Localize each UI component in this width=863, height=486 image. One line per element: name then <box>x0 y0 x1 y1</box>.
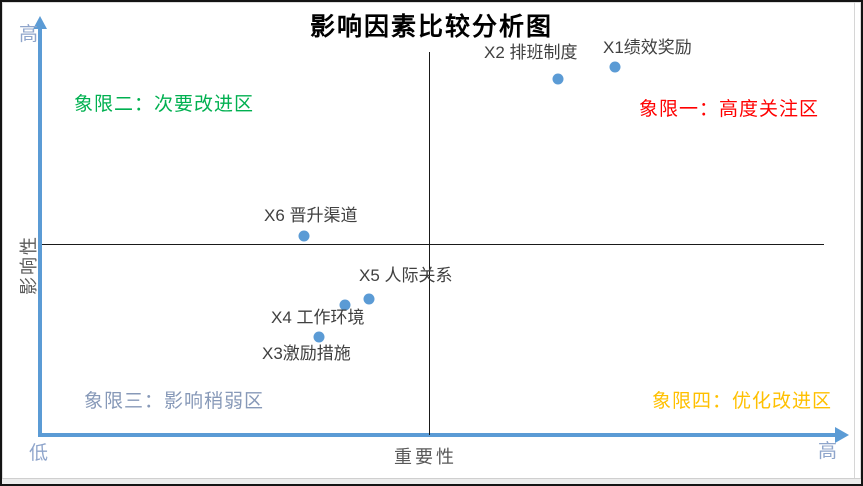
data-point-X3[interactable] <box>313 331 325 343</box>
data-point-X5[interactable] <box>363 293 375 305</box>
chart-title: 影响因素比较分析图 <box>309 14 553 41</box>
data-point-label-X4: X4 工作环境 <box>271 308 365 327</box>
x-axis-title: 重要性 <box>394 447 457 467</box>
data-point-X2[interactable] <box>552 73 564 85</box>
quadrant-2-label: 象限二：次要改进区 <box>74 94 255 115</box>
quadrant-1-label: 象限一：高度关注区 <box>639 99 820 120</box>
data-point-X6[interactable] <box>298 230 310 242</box>
quadrant-3-label: 象限三：影响稍弱区 <box>84 391 265 412</box>
x-axis-high-label: 高 <box>818 441 838 462</box>
window-bottom-edge <box>2 478 861 484</box>
quadrant-divider-vertical <box>429 52 430 435</box>
x-axis-line <box>38 433 835 437</box>
y-axis-high-label: 高 <box>19 24 39 45</box>
origin-low-label: 低 <box>29 443 49 464</box>
data-point-label-X1: X1绩效奖励 <box>603 38 692 57</box>
data-point-X4[interactable] <box>339 299 351 311</box>
quadrant-4-label: 象限四：优化改进区 <box>652 391 833 412</box>
data-point-label-X5: X5 人际关系 <box>359 266 453 285</box>
y-axis-arrowhead-icon <box>33 16 47 29</box>
window-right-edge <box>854 2 855 478</box>
y-axis-line <box>38 28 42 435</box>
data-point-label-X3: X3激励措施 <box>262 344 351 363</box>
data-point-X1[interactable] <box>609 61 621 73</box>
data-point-label-X2: X2 排班制度 <box>484 43 578 62</box>
data-point-label-X6: X6 晋升渠道 <box>264 206 358 225</box>
x-axis-arrowhead-icon <box>835 427 849 443</box>
quadrant-divider-horizontal <box>42 244 824 245</box>
